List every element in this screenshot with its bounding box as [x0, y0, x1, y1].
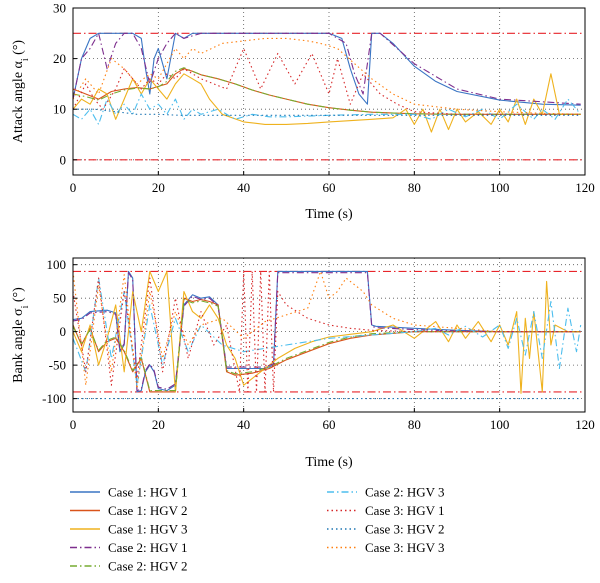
legend-item: Case 1: HGV 3: [70, 522, 188, 537]
y-tick-label: 10: [53, 102, 66, 117]
series-line-case2-hgv2: [72, 67, 581, 115]
y-tick-label: 50: [53, 291, 66, 306]
x-tick-label: 100: [490, 417, 510, 432]
series-line-case2-hgv3: [72, 277, 582, 386]
x-tick-label: 0: [70, 417, 77, 432]
x-tick-label: 60: [323, 417, 336, 432]
series-line-case3-hgv3: [72, 270, 581, 390]
legend-label: Case 1: HGV 1: [108, 485, 188, 500]
y-axis-label: Attack angle αi (°): [11, 40, 31, 144]
series-line-case2-hgv1: [72, 272, 581, 392]
y-tick-label: 100: [47, 257, 67, 272]
series-line-case1-hgv2: [72, 297, 581, 393]
legend-item: Case 1: HGV 1: [70, 485, 188, 500]
series-line-case2-hgv2: [72, 298, 581, 392]
series-line-case3-hgv3: [72, 37, 581, 115]
legend-label: Case 1: HGV 2: [108, 503, 188, 518]
x-tick-label: 80: [408, 180, 421, 195]
legend-label: Case 2: HGV 1: [108, 540, 188, 555]
legend-label: Case 3: HGV 1: [365, 503, 445, 518]
x-tick-label: 20: [152, 180, 165, 195]
x-tick-label: 20: [152, 417, 165, 432]
x-tick-label: 60: [323, 180, 336, 195]
series-line-case1-hgv1: [72, 270, 581, 393]
legend-item: Case 1: HGV 2: [70, 503, 188, 518]
series-line-case3-hgv1: [72, 270, 581, 393]
y-tick-label: 20: [53, 51, 66, 66]
legend-item: Case 2: HGV 2: [70, 559, 188, 574]
legend: Case 1: HGV 1 Case 1: HGV 2 Case 1: HGV 3 C…: [70, 485, 445, 574]
legend-label: Case 1: HGV 3: [108, 522, 188, 537]
legend-item: Case 3: HGV 2: [327, 522, 445, 537]
y-tick-label: 0: [60, 324, 67, 339]
legend-item: Case 2: HGV 3: [327, 485, 445, 500]
attack-angle-chart: 0 20 40 60 80 100 120 0 10 20 30 Time (s) Attack a…: [11, 1, 595, 223]
y-tick-label: 0: [60, 152, 67, 167]
legend-item: Case 3: HGV 1: [327, 503, 445, 518]
x-tick-label: 0: [70, 180, 77, 195]
ticks: 0 20 40 60 80 100 120 0 10 20 30: [53, 1, 595, 196]
series-line-case2-hgv1: [72, 32, 581, 105]
series-line-case1-hgv3: [72, 270, 581, 394]
y-axis-label: Bank angle σi (°): [11, 287, 31, 383]
y-tick-label: 30: [53, 1, 66, 16]
x-tick-label: 40: [237, 417, 250, 432]
series-line-case1-hgv1: [72, 32, 581, 106]
x-tick-label: 80: [408, 417, 421, 432]
legend-label: Case 2: HGV 3: [365, 485, 445, 500]
legend-item: Case 2: HGV 1: [70, 540, 188, 555]
legend-item: Case 3: HGV 3: [327, 540, 445, 555]
x-tick-label: 40: [237, 180, 250, 195]
x-tick-label: 100: [490, 180, 510, 195]
bank-angle-chart: 0 20 40 60 80 100 120 -100 -50 0 50 100 Time (s) Ba…: [11, 257, 595, 470]
x-tick-label: 120: [575, 180, 595, 195]
x-axis-label: Time (s): [305, 207, 353, 222]
legend-label: Case 3: HGV 3: [365, 540, 445, 555]
legend-label: Case 3: HGV 2: [365, 522, 445, 537]
y-tick-label: -50: [49, 358, 66, 373]
series-line-case3-hgv2: [73, 108, 581, 116]
ticks: 0 20 40 60 80 100 120 -100 -50 0 50 100: [42, 257, 595, 432]
legend-label: Case 2: HGV 2: [108, 559, 188, 574]
y-tick-label: -100: [42, 391, 66, 406]
x-axis-label: Time (s): [305, 455, 353, 470]
series-line-case3-hgv1: [72, 47, 581, 115]
series-group: [72, 32, 582, 133]
x-tick-label: 120: [575, 417, 595, 432]
series-group: [72, 270, 582, 400]
grid: [73, 258, 585, 412]
